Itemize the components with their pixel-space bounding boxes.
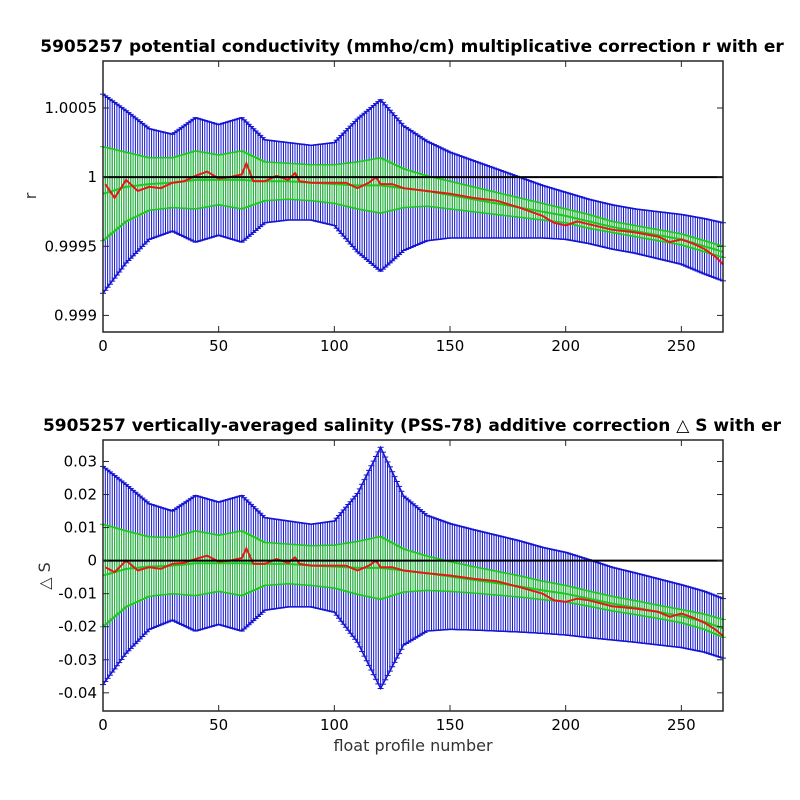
y-tick-label: 1 [87,168,97,186]
outer-envelope-upper [102,445,724,600]
bottom-error-bars [100,445,726,691]
x-tick-label: 200 [551,716,580,734]
correction-line [104,546,724,637]
x-tick-label: 150 [436,337,465,355]
top-chart-title: 5905257 potential conductivity (mmho/cm)… [40,37,784,57]
inner-error-bar-group [100,145,726,259]
top-plot-frame [102,60,724,333]
y-tick-label: -0.02 [58,618,97,636]
y-tick-label: 0.999 [54,306,97,324]
inner-envelope-upper [102,145,724,248]
y-tick-label: -0.03 [58,651,97,669]
y-tick-label: -0.01 [58,585,97,603]
top-chart-panel: 5905257 potential conductivity (mmho/cm)… [21,37,784,355]
bottom-chart-panel: 5905257 vertically-averaged salinity (PS… [35,416,782,755]
bottom-plot-frame [102,439,724,712]
bottom-chart-title: 5905257 vertically-averaged salinity (PS… [43,416,782,436]
top-axis-ticks: 0 50 100 150 200 250 0.999 0.9995 1 1.0005 [45,61,723,355]
bottom-series-lines [102,546,724,637]
inner-envelope-upper [102,523,724,621]
x-tick-label: 250 [667,337,696,355]
y-tick-label: 0.01 [64,519,97,537]
x-tick-label: 0 [98,716,108,734]
top-error-bars [100,93,726,294]
y-tick-label: -0.04 [58,684,97,702]
y-tick-label: 0.9995 [45,237,98,255]
x-tick-label: 50 [209,337,228,355]
x-tick-label: 0 [98,337,108,355]
outer-envelope-lower [102,606,724,691]
x-tick-label: 50 [209,716,228,734]
inner-envelope-lower [102,198,724,259]
top-series-lines [102,160,724,266]
x-tick-label: 100 [320,337,349,355]
outer-envelope-lower [102,219,724,294]
top-y-axis-label: r [21,192,40,199]
bottom-x-axis-label: float profile number [333,736,493,755]
y-tick-label: 1.0005 [45,99,98,117]
x-tick-label: 150 [436,716,465,734]
inner-envelope-lower [102,583,724,638]
x-tick-label: 200 [551,337,580,355]
correction-line [104,160,724,266]
x-tick-label: 100 [320,716,349,734]
bottom-axis-ticks: 0 50 100 150 200 250 -0.04 -0.03 -0.02 -0.01 0 0.01… [58,440,723,734]
outer-envelope-upper [102,93,724,224]
x-tick-label: 250 [667,716,696,734]
bottom-y-axis-label: △ S [35,562,54,590]
y-tick-label: 0.03 [64,452,97,470]
y-tick-label: 0 [87,552,97,570]
y-tick-label: 0.02 [64,486,97,504]
